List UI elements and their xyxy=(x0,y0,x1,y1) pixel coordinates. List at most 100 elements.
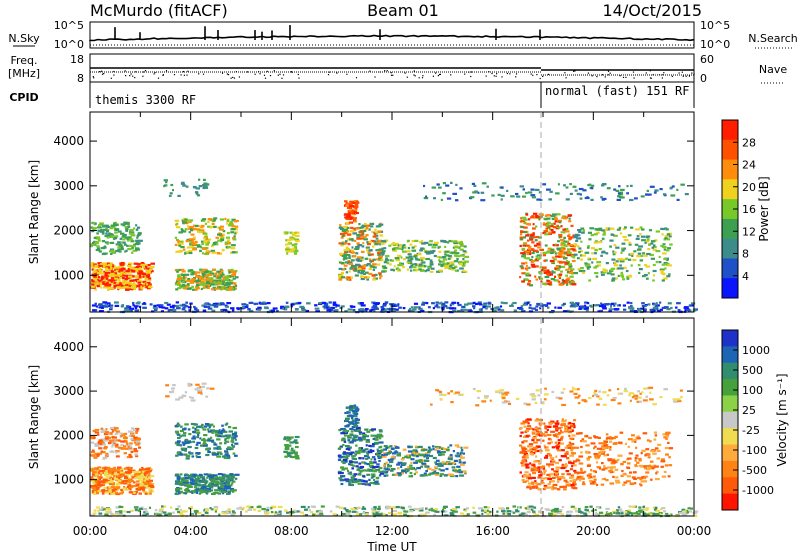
power-cell xyxy=(185,240,189,243)
power-cell xyxy=(124,307,128,310)
velocity-cell xyxy=(528,473,531,476)
power-cell xyxy=(115,282,119,285)
power-cell xyxy=(521,247,526,250)
velocity-cell xyxy=(349,405,353,409)
power-cell xyxy=(531,248,535,251)
power-cell xyxy=(438,259,441,262)
velocity-cell xyxy=(370,434,376,437)
power-cell xyxy=(129,287,132,291)
power-cell xyxy=(372,278,376,281)
power-cell xyxy=(132,301,135,305)
nave-tick-low: 0 xyxy=(700,72,707,85)
power-cell xyxy=(380,252,385,255)
velocity-cell xyxy=(193,423,198,426)
power-cell xyxy=(663,248,667,251)
power-cell xyxy=(140,285,143,288)
power-cell xyxy=(136,235,140,238)
power-cell xyxy=(438,256,442,259)
velocity-cell xyxy=(284,455,288,458)
velocity-cell xyxy=(348,414,353,417)
nave-dot xyxy=(173,74,176,76)
power-cell xyxy=(123,243,127,246)
velocity-cell xyxy=(193,479,198,482)
power-cell xyxy=(542,183,547,186)
power-cell xyxy=(528,266,531,269)
nave-dot xyxy=(501,76,503,78)
power-cell xyxy=(594,265,599,268)
power-cell xyxy=(655,230,660,233)
power-cell xyxy=(218,281,222,284)
power-cell xyxy=(145,286,151,289)
power-cell xyxy=(210,283,215,286)
velocity-cell xyxy=(100,450,103,453)
power-cell xyxy=(554,252,558,255)
nsky-line xyxy=(89,34,695,42)
velocity-cell xyxy=(295,451,298,454)
nave-dot xyxy=(413,70,415,72)
velocity-cell xyxy=(367,456,370,459)
power-cell xyxy=(618,193,624,196)
power-cell xyxy=(625,257,628,260)
power-cell xyxy=(520,267,525,270)
power-cell xyxy=(458,263,463,266)
power-cell xyxy=(523,256,526,259)
power-cell xyxy=(559,239,564,242)
velocity-cell xyxy=(440,469,445,472)
power-cell xyxy=(381,253,385,256)
velocity-cell xyxy=(342,461,346,465)
power-cell xyxy=(202,309,207,312)
power-cell xyxy=(114,237,118,240)
power-cell xyxy=(132,249,138,252)
velocity-cell xyxy=(390,469,394,472)
power-cell xyxy=(529,252,532,255)
velocity-cell xyxy=(351,439,357,442)
power-cell xyxy=(201,252,204,255)
power-cell xyxy=(98,224,101,227)
power-cell xyxy=(560,261,566,264)
power-cell xyxy=(343,228,348,231)
power-cell xyxy=(571,302,576,306)
power-cell xyxy=(472,191,477,194)
velocity-cell xyxy=(110,472,114,475)
velocity-cell xyxy=(524,456,529,459)
power-cell xyxy=(661,227,665,231)
power-cell xyxy=(594,272,599,275)
velocity-cell xyxy=(535,460,541,463)
power-cell xyxy=(539,248,544,251)
power-cell xyxy=(666,249,670,252)
power-cell xyxy=(105,277,109,280)
power-cell xyxy=(187,225,190,228)
velocity-cell xyxy=(435,472,440,475)
power-cell xyxy=(102,228,107,231)
power-cell xyxy=(107,267,113,270)
power-cell xyxy=(115,269,120,272)
cpid-row: CPID themis 3300 RF normal (fast) 151 RF xyxy=(9,82,695,108)
power-cell xyxy=(97,239,101,242)
power-cell xyxy=(653,191,657,194)
velocity-cell xyxy=(351,419,355,422)
power-cell xyxy=(129,281,132,285)
power-cell xyxy=(384,301,389,304)
power-cell xyxy=(442,302,446,305)
power-cell xyxy=(186,279,191,282)
power-cell xyxy=(199,229,205,232)
velocity-cell xyxy=(185,490,189,493)
velocity-cell xyxy=(221,490,227,493)
velocity-cell xyxy=(539,434,543,437)
power-cell xyxy=(216,274,221,278)
power-cell xyxy=(461,305,466,308)
velocity-cell xyxy=(204,481,208,485)
power-cell xyxy=(352,309,356,312)
power-cell xyxy=(662,246,667,249)
power-cell xyxy=(406,250,411,253)
power-cell xyxy=(581,231,585,234)
power-cell xyxy=(522,188,525,191)
power-cell xyxy=(642,252,646,255)
power-cell xyxy=(577,268,581,271)
power-cell xyxy=(184,276,187,279)
power-cell xyxy=(570,248,574,251)
power-cell xyxy=(353,239,357,242)
power-cell xyxy=(635,237,640,240)
power-cell xyxy=(621,242,626,245)
power-cell xyxy=(420,247,424,250)
